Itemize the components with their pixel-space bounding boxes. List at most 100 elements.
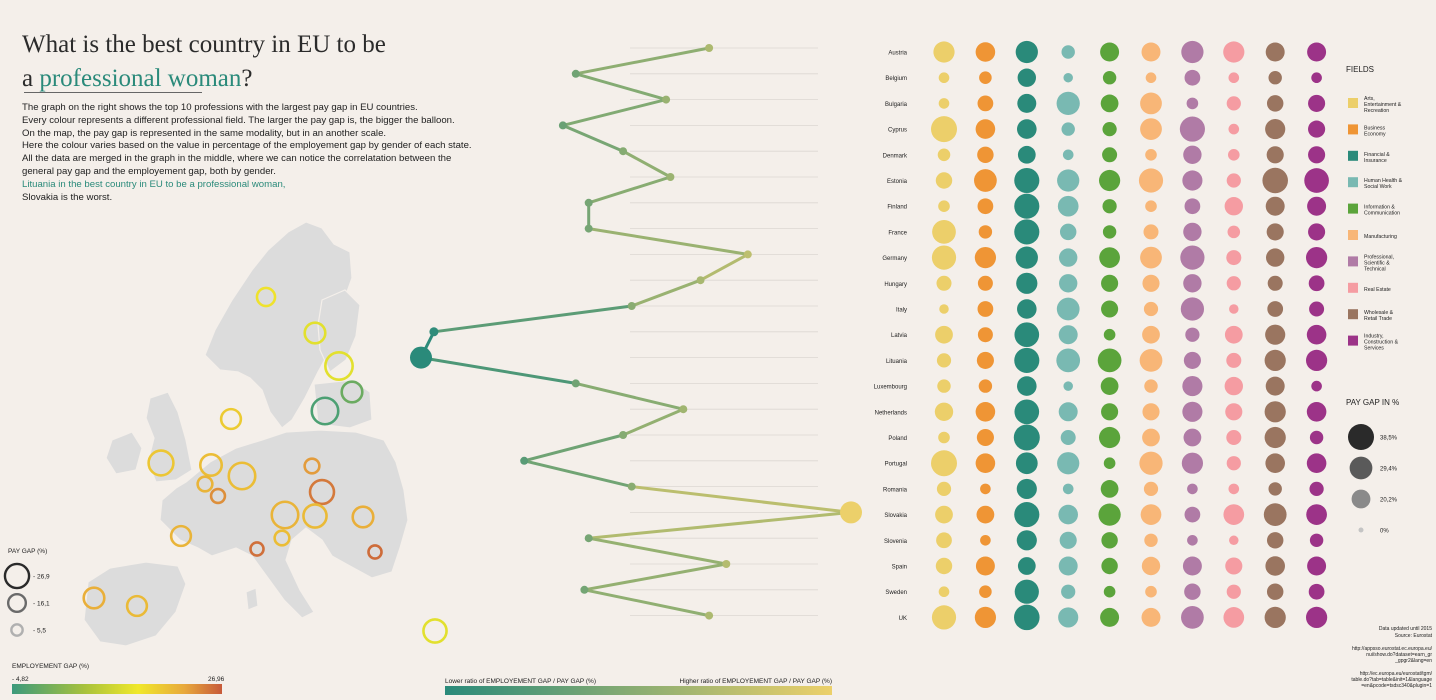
- ratio-segment: [582, 588, 711, 618]
- bubble: [977, 301, 994, 317]
- description-line: Every colour represents a different prof…: [22, 114, 455, 126]
- bubble: [937, 148, 951, 162]
- map-marker: [303, 321, 327, 345]
- bubble: [980, 483, 991, 495]
- ratio-point: [679, 405, 688, 414]
- bubble: [1311, 380, 1322, 392]
- bubble: [1063, 72, 1073, 83]
- bubble: [977, 95, 994, 112]
- map-marker: [340, 380, 364, 404]
- bubble: [977, 198, 994, 215]
- ratio-segment: [630, 278, 702, 308]
- country-label: Lituania: [886, 359, 908, 365]
- bubble: [1058, 556, 1078, 576]
- bubble: [1265, 119, 1286, 140]
- bubble: [1225, 403, 1243, 421]
- bubble: [1059, 248, 1078, 267]
- bubble: [1013, 424, 1040, 451]
- bubble: [1308, 275, 1325, 292]
- bubble: [1059, 274, 1078, 293]
- country-label: UK: [899, 616, 907, 622]
- country-label: Slovakia: [884, 513, 907, 519]
- map-size-legend: - 26,9 - 16,1 - 5,5: [3, 562, 50, 637]
- country-label: Latvia: [891, 333, 908, 339]
- bubble-grid: [931, 40, 1329, 631]
- country-label: Germany: [882, 256, 907, 262]
- map-baltics: [313, 379, 373, 429]
- ratio-segment: [574, 381, 685, 411]
- bubble: [1143, 224, 1159, 240]
- bubble: [931, 450, 957, 477]
- map-employment-min: - 4,82: [12, 676, 29, 683]
- title-prefix: a: [22, 65, 40, 92]
- bubble: [1184, 506, 1201, 523]
- bubble: [1057, 169, 1080, 192]
- bubble: [1265, 42, 1285, 62]
- bubble: [938, 72, 950, 84]
- field-label: Information &: [1364, 205, 1395, 211]
- ratio-point: [619, 147, 628, 156]
- field-label: Scientific &: [1364, 260, 1390, 266]
- bubble: [1017, 145, 1036, 164]
- bubble: [1226, 96, 1241, 111]
- country-label: Italy: [896, 308, 907, 314]
- footer-url1-b: nui/show.do?dataset=earn_gr: [1366, 652, 1432, 658]
- bubble: [1227, 148, 1240, 161]
- bubble: [1014, 604, 1040, 631]
- map-marker: [324, 351, 354, 381]
- bubble: [977, 327, 993, 343]
- ratio-point: [722, 560, 731, 568]
- bubble: [936, 275, 952, 291]
- ratio-legend-gradient: [445, 686, 832, 695]
- eu-map: [83, 221, 409, 647]
- paygap-size-bubble: [1347, 423, 1375, 451]
- bubble: [1100, 94, 1119, 113]
- bubble: [1060, 429, 1076, 446]
- ratio-segment: [587, 536, 728, 566]
- ratio-point: [696, 276, 705, 285]
- bubble: [1014, 502, 1040, 528]
- bubble: [937, 379, 951, 393]
- map-marker: [196, 475, 214, 493]
- ratio-segment: [522, 459, 634, 489]
- paygap-size-label: 38,5%: [1380, 436, 1398, 442]
- bubble: [1058, 607, 1079, 628]
- field-swatch: [1348, 203, 1358, 214]
- map-employment-gradient: [12, 684, 222, 694]
- bubble: [1265, 196, 1285, 216]
- bubble: [1266, 95, 1284, 112]
- bubble: [938, 586, 950, 598]
- bubble: [1015, 246, 1038, 269]
- bubble: [1223, 41, 1245, 63]
- map-size-legend-circle: [6, 592, 28, 614]
- bubble: [1103, 457, 1116, 470]
- description-line: The graph on the right shows the top 10 …: [22, 102, 418, 113]
- ratio-point: [743, 250, 752, 259]
- paygap-size-legend: 38,5% 29,4% 20,2% 0%: [1347, 423, 1398, 535]
- field-label: Retail Trade: [1364, 316, 1392, 322]
- map-finland: [317, 289, 361, 373]
- ratio-point: [558, 121, 567, 130]
- map-continent: [159, 429, 409, 619]
- ratio-point: [627, 482, 636, 491]
- bubble: [1017, 93, 1037, 113]
- title-highlight: professional woman: [39, 65, 242, 92]
- conclusion-rest: Slovakia is the worst.: [22, 191, 113, 203]
- bubble: [1306, 504, 1327, 525]
- map-marker: [209, 487, 227, 505]
- bubble: [1311, 72, 1322, 84]
- bubble: [1103, 585, 1116, 598]
- field-label: Wholesale &: [1364, 310, 1394, 316]
- bubble: [1226, 173, 1241, 188]
- map-british-isles: [145, 391, 193, 483]
- field-label: Professional,: [1364, 254, 1394, 260]
- bubble: [1102, 121, 1117, 137]
- bubble: [1139, 451, 1163, 475]
- map-marker: [169, 524, 193, 548]
- field-swatch: [1348, 124, 1358, 135]
- bubble: [1181, 40, 1204, 64]
- bubble: [1061, 584, 1076, 599]
- ratio-point: [627, 302, 636, 310]
- bubble: [1056, 91, 1080, 116]
- bubble: [1184, 198, 1201, 215]
